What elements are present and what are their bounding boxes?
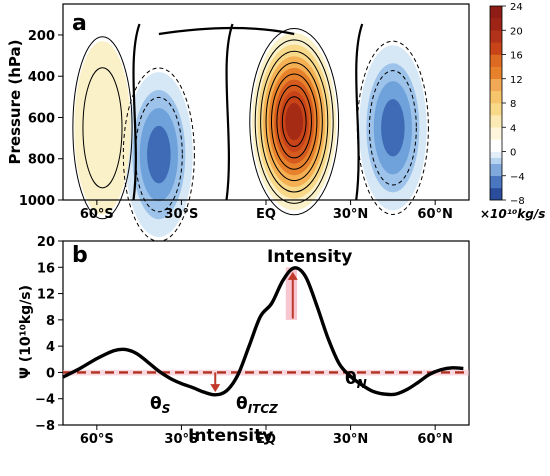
colorbar-swatch — [490, 157, 502, 164]
colorbar-tick-label: 16 — [510, 51, 523, 62]
panel-a-label: a — [72, 11, 87, 36]
cell-contour-3-2 — [82, 67, 123, 189]
colorbar-swatch — [490, 54, 502, 67]
zero-contour-top — [158, 26, 295, 36]
intensity-arrow-up — [287, 271, 298, 319]
zero-contour-1 — [132, 23, 141, 201]
streamfunction-contours — [72, 23, 429, 242]
panel-a-x-axis: 60°S 30°S EQ 30°N 60°N — [80, 200, 453, 222]
colorbar-swatch — [490, 78, 502, 92]
colorbar-tick-label: −4 — [510, 172, 525, 183]
cell-contour-4-2 — [368, 70, 417, 186]
b-ytick-label: 4 — [46, 340, 55, 355]
cell-contour-2-5 — [270, 73, 318, 170]
cell-contour-2-6 — [276, 84, 312, 159]
a-ytick-label: 1000 — [19, 194, 55, 209]
streamfunction-fill — [74, 32, 427, 238]
panel-a-y-axis: 200 400 600 800 1000 — [19, 29, 63, 209]
a-xtick-label: 60°S — [80, 207, 114, 222]
cell-contour-2-4 — [265, 62, 323, 182]
colorbar-tick-label: 0 — [510, 148, 516, 159]
theta-s-label: θS — [150, 394, 170, 416]
colorbar-swatch — [490, 115, 502, 128]
theta-n-label: θN — [345, 369, 367, 391]
colorbar-swatch — [490, 66, 502, 80]
colorbar-swatch — [490, 42, 502, 55]
colorbar-swatch — [490, 175, 502, 189]
panel-a-ylabel: Pressure (hPa) — [6, 40, 24, 165]
a-ytick-label: 400 — [28, 70, 55, 85]
theta-itcz-label: θITCZ — [236, 394, 278, 416]
colorbar-tick-label: 8 — [510, 99, 516, 110]
b-xtick-label: 60°N — [417, 432, 452, 447]
panel-b-y-axis: 20 16 12 8 4 0 −4 −8 — [35, 235, 63, 434]
cell-contour-1-2 — [134, 96, 183, 213]
colorbar-swatch — [490, 103, 502, 116]
b-ytick-label: −8 — [35, 419, 55, 434]
colorbar-swatch — [490, 163, 502, 177]
streamfunction-line — [62, 266, 464, 397]
intensity-label-top: Intensity — [267, 247, 352, 267]
colorbar-swatch — [490, 139, 502, 152]
zero-contour-2 — [225, 23, 234, 201]
colorbar-tick-label: 4 — [510, 123, 516, 134]
cell-contour-3-1 — [72, 36, 133, 220]
intensity-arrows — [210, 271, 298, 393]
colorbar-tick-label: −8 — [510, 196, 525, 207]
colorbar-swatch — [490, 30, 502, 43]
cell-fill-4-4 — [381, 99, 405, 157]
a-xtick-label: 30°S — [164, 207, 198, 222]
cell-contour-4-1 — [356, 40, 429, 215]
cell-fill-2-7 — [285, 102, 304, 141]
cell-fill-3-1 — [74, 41, 131, 215]
b-ytick-label: 12 — [37, 288, 55, 303]
colorbar-tick-label: 20 — [510, 26, 523, 37]
b-ytick-label: 16 — [37, 261, 55, 276]
cell-contour-2-2 — [254, 39, 334, 204]
b-ytick-label: −4 — [35, 393, 55, 408]
colorbar-swatch — [490, 127, 502, 140]
a-xtick-label: 30°N — [333, 207, 368, 222]
cell-fill-1-4 — [147, 125, 171, 184]
colorbar-swatch — [490, 90, 502, 104]
b-ytick-label: 8 — [46, 314, 55, 329]
b-xtick-label: EQ — [256, 432, 276, 447]
b-xtick-label: 30°N — [333, 432, 368, 447]
zero-contour-3 — [355, 23, 364, 201]
highlight-northern-peak — [285, 267, 298, 320]
b-ytick-label: 20 — [37, 235, 55, 250]
b-xtick-label: 30°S — [164, 432, 198, 447]
colorbar: 24 20 16 12 8 4 0 −4 −8 — [489, 2, 525, 207]
a-ytick-label: 800 — [28, 153, 55, 168]
b-ytick-label: 0 — [46, 366, 55, 381]
panel-b: 20 16 12 8 4 0 −4 −8 60°S 30°S EQ 30°N 60°N b Ψ (10… — [18, 235, 470, 447]
colorbar-label: ×10¹⁰kg/s — [480, 207, 545, 221]
a-ytick-label: 600 — [28, 111, 55, 126]
panel-b-ylabel: Ψ (10¹⁰kg/s) — [18, 285, 34, 379]
colorbar-swatch — [490, 6, 502, 19]
panel-b-x-axis: 60°S 30°S EQ 30°N 60°N — [80, 425, 453, 447]
cell-contour-2-1 — [249, 27, 340, 216]
intensity-label-bottom: Intensity — [188, 426, 273, 446]
cell-contour-2-7 — [281, 96, 307, 148]
colorbar-swatch — [490, 18, 502, 31]
cell-contour-2-3 — [260, 50, 329, 193]
colorbar-tick-label: 24 — [510, 2, 523, 13]
panel-b-frame — [62, 240, 470, 426]
a-ytick-label: 200 — [28, 29, 55, 44]
colorbar-tick-label: 12 — [510, 75, 523, 86]
a-xtick-label: 60°N — [417, 207, 452, 222]
intensity-arrow-down — [210, 372, 221, 393]
colorbar-swatch — [490, 151, 502, 158]
panel-b-label: b — [72, 243, 88, 268]
b-xtick-label: 60°S — [80, 432, 114, 447]
colorbar-swatch — [490, 187, 502, 201]
a-xtick-label: EQ — [256, 207, 276, 222]
